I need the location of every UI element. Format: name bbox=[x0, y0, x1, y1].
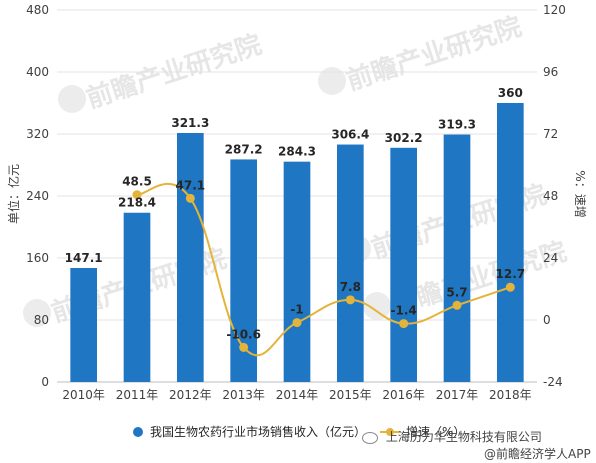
x-tick-label: 2017年 bbox=[436, 388, 479, 402]
x-tick-label: 2014年 bbox=[276, 388, 319, 402]
bar-data-label: 287.2 bbox=[225, 142, 263, 156]
legend-line-dot bbox=[386, 428, 394, 436]
bar-series bbox=[70, 103, 524, 382]
footer-wechat: 上海历力华生物科技有限公司 bbox=[362, 428, 542, 445]
y-tick-label: 0 bbox=[41, 375, 49, 389]
y2-tick-label: 48 bbox=[543, 189, 558, 203]
bar-data-label: 284.3 bbox=[278, 145, 316, 159]
bar bbox=[497, 103, 524, 382]
watermark-logo-icon bbox=[58, 85, 86, 113]
data-labels: 147.1 218.4 321.3 287.2 284.3 306.4 302.2 319.3… bbox=[65, 86, 525, 341]
line-series bbox=[132, 183, 515, 357]
line-point bbox=[292, 318, 302, 328]
line-data-label: 47.1 bbox=[176, 178, 206, 192]
line-data-label: -1.4 bbox=[391, 304, 417, 318]
bar bbox=[337, 144, 364, 382]
line-point bbox=[185, 193, 195, 203]
bar-data-label: 306.4 bbox=[331, 128, 369, 142]
wechat-icon bbox=[362, 431, 378, 444]
y-axis-title: 单位：亿元 bbox=[6, 164, 21, 224]
y-tick-label: 160 bbox=[26, 251, 49, 265]
line-data-label: -10.6 bbox=[226, 327, 261, 341]
x-tick-label: 2011年 bbox=[116, 388, 159, 402]
legend: 我国生物农药行业市场销售收入（亿元） 增速（%） bbox=[133, 424, 465, 439]
y2-axis-title: %：速增 bbox=[573, 170, 587, 217]
line-data-label: 48.5 bbox=[122, 175, 152, 189]
legend-bar-label: 我国生物农药行业市场销售收入（亿元） bbox=[150, 424, 366, 439]
y2-tick-label: 96 bbox=[543, 65, 558, 79]
bar bbox=[177, 132, 204, 382]
bar bbox=[283, 161, 311, 382]
bar-data-label: 302.2 bbox=[385, 131, 423, 145]
bar bbox=[70, 267, 97, 382]
wechat-account-text: 上海历力华生物科技有限公司 bbox=[385, 430, 542, 444]
line-point bbox=[345, 295, 355, 305]
watermark-logo-icon bbox=[318, 67, 346, 95]
x-tick-label: 2013年 bbox=[222, 388, 265, 402]
legend-bar-marker bbox=[133, 427, 143, 437]
bar-data-label: 218.4 bbox=[118, 196, 156, 210]
y-tick-label: 320 bbox=[26, 127, 49, 141]
bar-data-label: 319.3 bbox=[438, 118, 476, 132]
bar bbox=[443, 134, 471, 382]
y2-tick-label: -24 bbox=[543, 375, 563, 389]
y2-tick-label: 0 bbox=[543, 313, 551, 327]
line-point bbox=[132, 190, 142, 200]
x-tick-label: 2015年 bbox=[329, 388, 372, 402]
y2-tick-label: 120 bbox=[543, 3, 566, 17]
y-tick-label: 240 bbox=[26, 189, 49, 203]
y-tick-label: 400 bbox=[26, 65, 49, 79]
bar bbox=[123, 212, 151, 382]
y-tick-label: 80 bbox=[34, 313, 49, 327]
bar-data-label: 147.1 bbox=[65, 251, 103, 265]
legend-line-label: 增速（%） bbox=[406, 425, 465, 439]
y2-tick-label: 24 bbox=[543, 251, 558, 265]
x-tick-label: 2018年 bbox=[489, 388, 532, 402]
bar-data-label: 321.3 bbox=[171, 116, 209, 130]
line-point bbox=[505, 282, 515, 292]
watermark-logo-icon bbox=[23, 299, 51, 327]
line-data-label: -1 bbox=[290, 303, 303, 317]
x-tick-label: 2010年 bbox=[62, 388, 105, 402]
app-credit-text: @前瞻经济学人APP bbox=[484, 447, 591, 461]
line-data-label: 7.8 bbox=[340, 280, 361, 294]
line-point bbox=[399, 319, 409, 329]
watermark-logo-icon bbox=[363, 292, 391, 320]
y-tick-label: 480 bbox=[26, 3, 49, 17]
x-tick-label: 2012年 bbox=[169, 388, 212, 402]
line-point bbox=[239, 342, 249, 352]
line-data-label: 12.7 bbox=[496, 267, 526, 281]
y2-tick-label: 72 bbox=[543, 127, 558, 141]
x-tick-label: 2016年 bbox=[382, 388, 425, 402]
line-point bbox=[452, 300, 462, 310]
line-data-label: 5.7 bbox=[446, 285, 467, 299]
bar-data-label: 360 bbox=[498, 86, 523, 100]
axis-ticks: 0 80 160 240 320 400 480 -24 0 24 48 72 96 120 2010年 20… bbox=[26, 3, 566, 402]
watermark-text: 前瞻产业研究院 bbox=[343, 11, 526, 97]
footer-app: @前瞻经济学人APP bbox=[484, 445, 591, 462]
bar bbox=[390, 147, 417, 382]
